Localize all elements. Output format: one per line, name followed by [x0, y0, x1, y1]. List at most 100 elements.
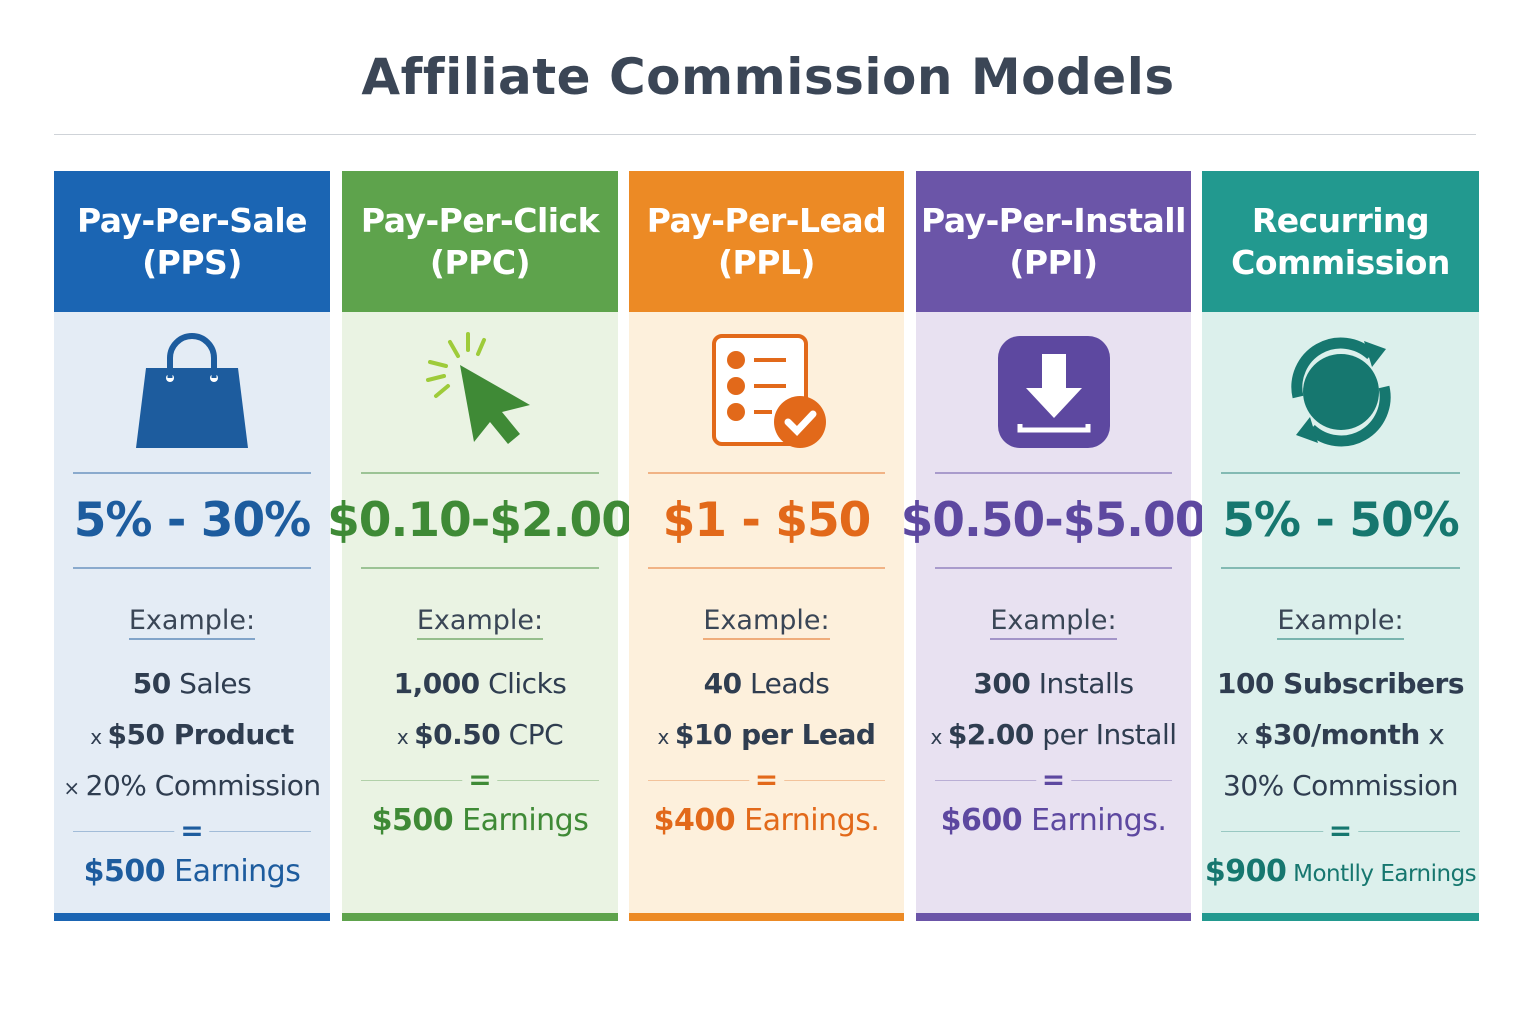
example-line: 300 Installs	[973, 658, 1134, 709]
operator: x	[396, 725, 409, 749]
earnings-label: Earnings.	[1022, 803, 1167, 838]
card-footer-bar	[1202, 913, 1479, 921]
example-line: x $10 per Lead	[658, 709, 876, 760]
model-header: Pay-Per-Install (PPI)	[916, 171, 1191, 312]
example-line: 1,000 Clicks	[394, 658, 567, 709]
model-abbr: (PPI)	[1009, 242, 1098, 282]
example-text: per Install	[1033, 718, 1177, 751]
card-footer-bar	[916, 913, 1191, 921]
earnings: $500 Earnings	[84, 854, 301, 889]
card-footer-bar	[629, 913, 904, 921]
equals-divider: =	[648, 766, 885, 794]
example-line: 30% Commission	[1223, 760, 1458, 811]
divider	[361, 472, 599, 474]
earnings-amount: $400	[653, 803, 736, 838]
example-lines: 40 Leads x $10 per Lead	[658, 658, 876, 760]
divider	[361, 567, 599, 569]
earnings: $500 Earnings	[372, 803, 589, 838]
operator: x	[1236, 725, 1249, 749]
example-lines: 300 Installs x $2.00 per Install	[930, 658, 1177, 760]
model-name: Recurring	[1251, 200, 1430, 240]
example-value: $50 Product	[107, 718, 295, 751]
model-header: Pay-Per-Sale (PPS)	[54, 171, 330, 312]
example-value: 1,000	[393, 667, 481, 700]
example-line: x $0.50 CPC	[396, 709, 564, 760]
earnings-amount: $500	[83, 854, 166, 889]
equals-divider: =	[935, 766, 1172, 794]
model-name: Pay-Per-Lead	[646, 200, 887, 240]
operator: ×	[63, 776, 80, 800]
example-label: Example:	[1277, 605, 1404, 640]
commission-rate: $1 - $50	[662, 493, 872, 548]
example-value: $0.50	[414, 718, 501, 751]
earnings-amount: $500	[371, 803, 454, 838]
equals-divider: =	[361, 766, 599, 794]
divider	[648, 472, 885, 474]
earnings-label: Earnings	[165, 854, 301, 889]
title-divider	[54, 134, 1476, 135]
example-value: 100 Subscribers	[1216, 667, 1465, 700]
cursor-click-icon	[420, 312, 540, 472]
earnings-label: Earnings.	[735, 803, 880, 838]
example-text: 20% Commission	[85, 769, 321, 802]
checklist-icon	[702, 312, 832, 472]
model-abbr: (PPL)	[717, 242, 816, 282]
equals-sign: =	[174, 817, 210, 845]
example-lines: 1,000 Clicks x $0.50 CPC	[394, 658, 567, 760]
earnings: $400 Earnings.	[654, 803, 880, 838]
commission-rate: 5% - 30%	[73, 493, 312, 548]
operator: x	[930, 725, 942, 749]
example-value: $10 per Lead	[674, 718, 876, 751]
shopping-bag-icon	[132, 312, 252, 472]
example-lines: 50 Sales x $50 Product × 20% Commission	[63, 658, 321, 811]
download-icon	[994, 312, 1114, 472]
divider	[73, 567, 311, 569]
example-line: 50 Sales	[132, 658, 252, 709]
example-text: Sales	[170, 667, 252, 700]
model-name: Pay-Per-Click	[360, 200, 600, 240]
equals-sign: =	[1322, 817, 1359, 845]
earnings-label: Montlly Earnings	[1286, 861, 1477, 887]
card-footer-bar	[54, 913, 330, 921]
divider	[935, 472, 1172, 474]
model-abbr: (PPC)	[429, 242, 531, 282]
example-lines: 100 Subscribers x $30/month x 30% Commissio…	[1216, 658, 1465, 811]
earnings-amount: $600	[940, 803, 1023, 838]
divider	[73, 472, 311, 474]
model-header: Recurring Commission	[1202, 171, 1479, 312]
example-text: x	[1419, 718, 1445, 751]
divider	[648, 567, 885, 569]
card-footer-bar	[342, 913, 618, 921]
equals-divider: =	[1221, 817, 1460, 845]
example-text: Installs	[1030, 667, 1134, 700]
earnings: $600 Earnings.	[941, 803, 1167, 838]
example-value: $30/month	[1254, 718, 1420, 751]
equals-divider: =	[73, 817, 311, 845]
example-line: 40 Leads	[704, 658, 830, 709]
equals-sign: =	[462, 766, 498, 794]
model-name: Pay-Per-Sale	[76, 200, 308, 240]
earnings-label: Earnings	[453, 803, 589, 838]
example-line: x $2.00 per Install	[930, 709, 1177, 760]
equals-sign: =	[1035, 766, 1072, 794]
model-header: Pay-Per-Lead (PPL)	[629, 171, 904, 312]
model-abbr: (PPS)	[142, 242, 242, 282]
example-line: x $50 Product	[90, 709, 294, 760]
example-text: Clicks	[479, 667, 567, 700]
model-card-ppl: Pay-Per-Lead (PPL) $1 - $50 Example: 40 …	[629, 171, 904, 921]
model-abbr: Commission	[1231, 242, 1450, 282]
recurring-arrows-icon	[1276, 312, 1406, 472]
divider	[935, 567, 1172, 569]
example-label: Example:	[703, 605, 830, 640]
model-card-ppi: Pay-Per-Install (PPI) $0.50-$5.00 Exampl…	[901, 171, 1207, 921]
operator: x	[90, 725, 102, 749]
example-value: 50	[132, 667, 171, 700]
example-label: Example:	[416, 605, 544, 640]
example-text: Leads	[741, 667, 830, 700]
equals-sign: =	[748, 766, 785, 794]
earnings-amount: $900	[1204, 854, 1287, 889]
example-label: Example:	[990, 605, 1117, 640]
divider	[1221, 567, 1460, 569]
example-text: CPC	[500, 718, 564, 751]
model-card-commission: Recurring Commission 5% - 50% Example: 1…	[1202, 171, 1479, 921]
